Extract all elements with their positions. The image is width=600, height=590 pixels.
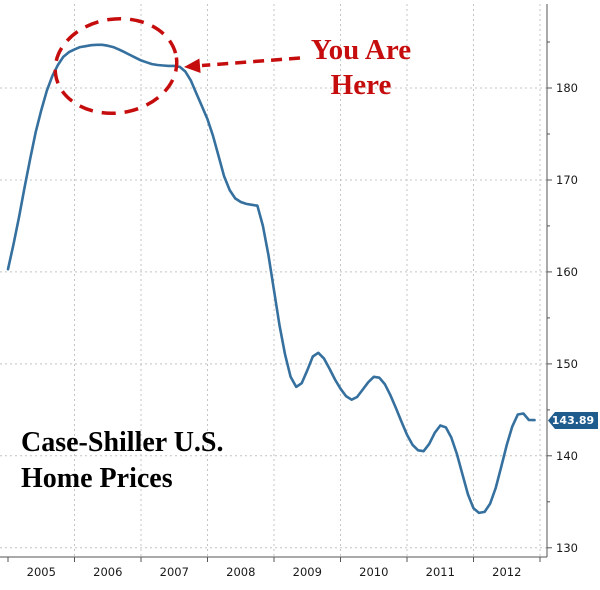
- y-axis-tick-label: 130: [556, 541, 578, 555]
- annotation-arrow-shaft: [201, 56, 301, 68]
- x-axis-tick-label: 2005: [27, 565, 56, 579]
- annotation-arrow-head: [184, 58, 201, 73]
- last-price-badge: 143.89: [548, 412, 598, 429]
- chart-title-line1: Case-Shiller U.S.: [21, 427, 224, 458]
- you-are-here-line2: Here: [330, 69, 392, 101]
- you-are-here-label: You Are Here: [286, 33, 436, 103]
- chart-title: Case-Shiller U.S. Home Prices: [21, 425, 224, 497]
- price-line: [6, 43, 536, 515]
- y-axis-tick-label: 170: [556, 173, 578, 187]
- x-axis-tick-label: 2010: [359, 565, 388, 579]
- x-axis-tick-label: 2011: [426, 565, 455, 579]
- y-axis-tick-label: 180: [556, 81, 578, 95]
- peak-circle-annotation: [53, 16, 179, 116]
- x-axis-tick-label: 2006: [93, 565, 122, 579]
- x-axis-tick-label: 2012: [492, 565, 521, 579]
- y-axis-tick-label: 140: [556, 449, 578, 463]
- x-axis-tick-label: 2009: [293, 565, 322, 579]
- chart-title-line2: Home Prices: [21, 463, 173, 494]
- y-axis-tick-label: 160: [556, 265, 578, 279]
- y-axis-tick-label: 150: [556, 357, 578, 371]
- x-axis-tick-label: 2007: [160, 565, 189, 579]
- you-are-here-line1: You Are: [310, 34, 412, 66]
- x-axis-tick-label: 2008: [226, 565, 255, 579]
